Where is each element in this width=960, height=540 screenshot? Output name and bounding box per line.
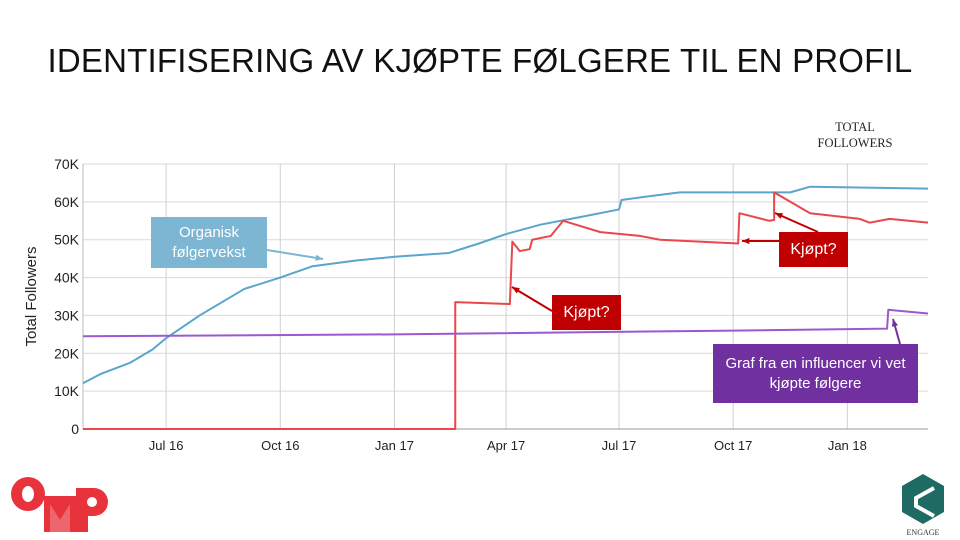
engage-logo: ENGAGE [902,474,944,537]
slide-title: IDENTIFISERING AV KJØPTE FØLGERE TIL EN … [47,42,913,79]
y-tick-label: 20K [54,345,80,361]
y-tick-label: 10K [54,383,80,399]
x-tick-label: Jan 18 [828,438,867,453]
y-tick-label: 40K [54,270,80,286]
x-tick-label: Apr 17 [487,438,525,453]
annotation-bought-2: Kjøpt? [779,232,848,267]
arrow-bought-3 [774,212,819,233]
annotation-organic: Organisk følgervekst [151,217,267,268]
y-tick-label: 30K [54,307,80,323]
y-tick-label: 70K [54,156,80,172]
legend-text: TOTAL FOLLOWERS [817,120,893,150]
y-axis-label: Total Followers [23,246,40,346]
series-line-2 [82,308,929,338]
annotation-bought-1: Kjøpt? [552,295,621,330]
series-line-1 [83,191,929,430]
arrow-bought-1-head [512,287,520,294]
arrow-bought-2-head [742,237,750,245]
y-tick-label: 0 [71,421,79,437]
y-tick-label: 50K [54,232,80,248]
x-tick-label: Jul 17 [602,438,637,453]
arrow-bought-1 [511,286,553,312]
series-line-0 [82,185,929,385]
y-tick-label: 60K [54,194,80,210]
arrow-organic [266,249,324,260]
x-tick-label: Jul 16 [149,438,184,453]
x-tick-label: Oct 17 [714,438,752,453]
annotation-influencer: Graf fra en influencer vi vet kjøpte føl… [713,344,918,403]
arrow-bought-3-head [775,213,783,219]
x-tick-label: Jan 17 [375,438,414,453]
omd-logo [11,477,108,532]
x-tick-label: Oct 16 [261,438,299,453]
svg-text:ENGAGE: ENGAGE [907,528,940,537]
arrow-influencer-head [891,319,898,327]
arrow-organic-head [315,254,323,261]
